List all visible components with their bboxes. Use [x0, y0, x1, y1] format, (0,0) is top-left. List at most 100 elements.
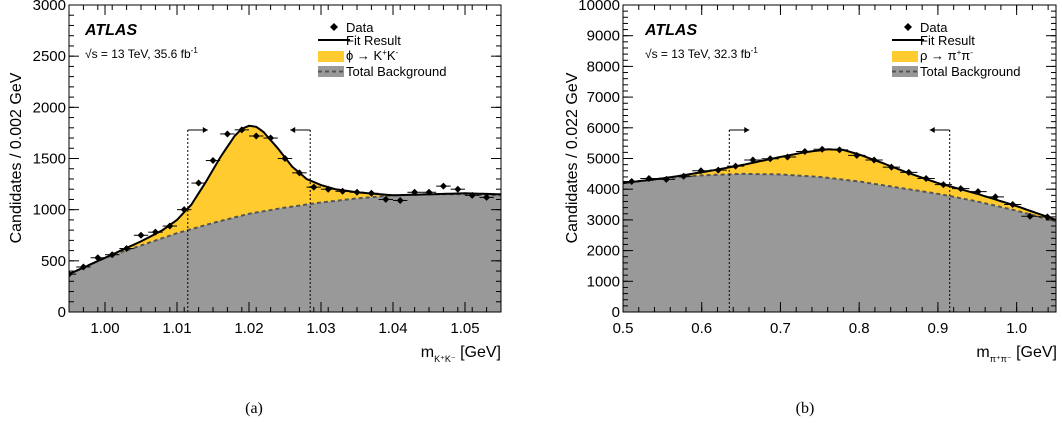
data-point — [69, 270, 77, 278]
data-point — [726, 162, 745, 170]
legend-background-label: Total Background — [346, 64, 446, 79]
data-point-marker — [324, 185, 332, 193]
data-point-marker — [180, 206, 188, 214]
data-point — [479, 193, 494, 201]
data-points — [69, 126, 494, 278]
legend-data-label: Data — [346, 20, 374, 35]
data-point-marker — [195, 179, 203, 187]
data-point-marker — [454, 185, 462, 193]
data-point — [1038, 213, 1056, 221]
data-point — [378, 195, 393, 203]
data-point — [119, 245, 134, 253]
data-point — [674, 172, 693, 180]
energy-lumi-text: √s = 13 TeV, 32.3 fb — [645, 47, 751, 61]
x-axis-unit: [GeV] — [1012, 344, 1057, 361]
panel-a: 1.00 1.01 1.02 1.03 1.04 1.05 0 500 1000 1500 200… — [8, 0, 502, 417]
y-tick-label: 1000 — [587, 273, 620, 290]
y-tick-label: 8000 — [587, 58, 620, 75]
data-point — [306, 183, 321, 191]
data-point-marker — [108, 251, 116, 259]
background-area — [623, 173, 1056, 312]
y-axis-title: Candidates / 0.022 GeV — [564, 72, 581, 243]
legend-signal-sup2: - — [970, 48, 973, 57]
y-tick-label: 2000 — [587, 243, 620, 260]
data-point — [952, 185, 970, 193]
data-point-marker — [870, 156, 878, 164]
y-axis-title: Candidates / 0.002 GeV — [8, 72, 25, 243]
y-tick-label: 4000 — [587, 181, 620, 198]
window-arrowhead — [202, 127, 208, 133]
data-point — [220, 130, 235, 138]
legend-signal-swatch — [892, 51, 918, 62]
legend-signal-sup: + — [382, 48, 387, 57]
atlas-label: ATLAS — [644, 22, 697, 39]
x-tick-label: 1.00 — [90, 320, 119, 337]
legend-fit-label: Fit Result — [346, 33, 401, 48]
legend-signal-label: ρ → π+π- — [920, 48, 973, 63]
data-point-marker — [991, 193, 999, 201]
data-point-marker — [957, 185, 965, 193]
y-tick-label: 3000 — [587, 212, 620, 229]
y-tick-label: 5000 — [587, 151, 620, 168]
data-point — [249, 132, 264, 140]
x-tick-label: 0.7 — [770, 320, 791, 337]
y-tick-label: 3000 — [33, 0, 66, 14]
data-point — [177, 206, 192, 214]
legend-signal-text: ϕ → K — [346, 48, 383, 63]
data-point-marker — [714, 166, 722, 174]
data-point — [744, 156, 762, 164]
data-point-marker — [818, 145, 826, 153]
data-point — [364, 189, 379, 197]
data-point — [292, 169, 307, 177]
data-point-marker — [439, 182, 447, 190]
data-point — [882, 163, 901, 171]
data-point-marker — [974, 188, 982, 196]
energy-lumi-label: √s = 13 TeV, 32.3 fb-1 — [645, 46, 758, 61]
data-point-marker — [732, 162, 740, 170]
legend-signal-swatch — [318, 51, 344, 62]
legend-signal-label: ϕ → K+K- — [346, 48, 399, 63]
legend-data-label: Data — [920, 20, 948, 35]
y-tick-label: 1500 — [33, 151, 66, 168]
data-point — [778, 153, 797, 161]
data-point-marker — [483, 193, 491, 201]
data-point — [657, 175, 675, 183]
legend-signal-sup: + — [957, 48, 962, 57]
data-point — [1004, 201, 1022, 209]
x-ticks: 1.00 1.01 1.02 1.03 1.04 1.05 — [68, 5, 502, 337]
data-point — [450, 185, 465, 193]
data-point — [709, 166, 727, 174]
legend-fit-label: Fit Result — [920, 33, 975, 48]
background-area — [69, 194, 501, 312]
x-tick-label: 0.5 — [613, 320, 634, 337]
legend-background-swatch — [892, 66, 918, 77]
data-point — [335, 187, 350, 195]
panel-caption: (b) — [796, 400, 815, 417]
energy-lumi-text: √s = 13 TeV, 35.6 fb — [85, 47, 191, 61]
data-point-marker — [137, 231, 145, 239]
data-point-marker — [238, 126, 246, 134]
x-axis-symbol: m — [976, 344, 989, 361]
data-point — [969, 188, 987, 196]
data-point-marker — [281, 155, 289, 162]
lumi-exponent: -1 — [191, 46, 199, 55]
data-point — [90, 254, 105, 262]
data-point — [162, 222, 177, 230]
data-point-marker — [887, 163, 895, 171]
data-point — [900, 168, 918, 176]
x-tick-label: 1.0 — [1006, 320, 1027, 337]
data-point — [465, 191, 480, 199]
data-point-marker — [252, 132, 260, 140]
data-point-marker — [123, 245, 131, 253]
data-point-marker — [425, 188, 433, 196]
legend: Data Fit Result ρ → π+π- Total Backgroun… — [892, 20, 1020, 79]
data-point-marker — [396, 196, 404, 204]
energy-lumi-label: √s = 13 TeV, 35.6 fb-1 — [85, 46, 198, 61]
data-point-marker — [697, 167, 705, 175]
x-tick-label: 1.05 — [450, 320, 479, 337]
data-point-marker — [367, 189, 375, 197]
data-point-marker — [209, 157, 217, 165]
data-point — [436, 182, 451, 190]
legend-signal-text2: K — [387, 48, 396, 63]
